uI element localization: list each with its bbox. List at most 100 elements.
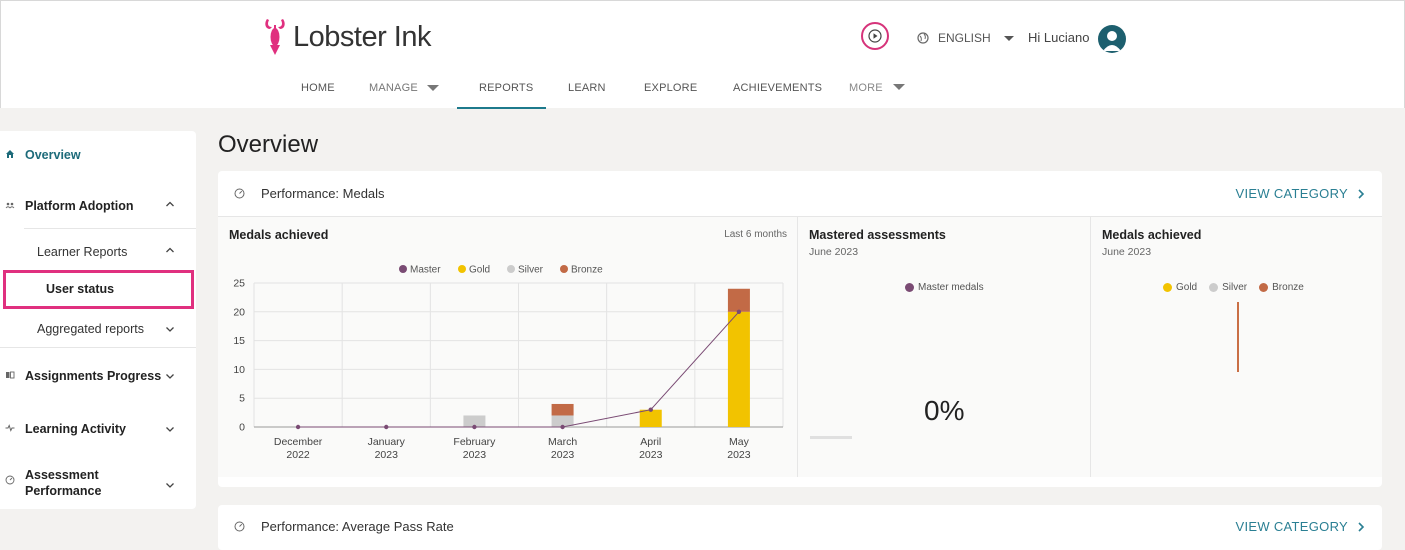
sidebar-item-label: Learner Reports xyxy=(37,245,128,259)
bar-bronze xyxy=(551,403,574,416)
language-label: ENGLISH xyxy=(938,31,991,45)
play-button[interactable] xyxy=(861,22,889,50)
nav-active-indicator xyxy=(457,107,546,109)
globe-icon xyxy=(917,32,929,44)
nav-reports[interactable]: REPORTS xyxy=(479,82,534,94)
chevron-down-icon xyxy=(166,483,174,488)
legend-dot xyxy=(399,265,407,273)
home-icon xyxy=(6,150,14,158)
gauge-icon xyxy=(234,521,245,532)
nav-home[interactable]: HOME xyxy=(301,82,335,94)
nav-manage[interactable]: MANAGE xyxy=(369,82,418,94)
sidebar-item-label: Learning Activity xyxy=(25,422,126,436)
y-tick-label: 15 xyxy=(233,335,245,347)
sidebar-item-learner-reports[interactable]: Learner Reports xyxy=(0,244,196,260)
bar-bronze xyxy=(727,288,750,312)
x-tick-label: March xyxy=(548,436,577,448)
nav-achievements[interactable]: ACHIEVEMENTS xyxy=(733,82,823,94)
sidebar-item-aggregated-reports[interactable]: Aggregated reports xyxy=(0,321,196,337)
legend-dot xyxy=(905,283,914,292)
medals-card: Performance: Medals VIEW CATEGORY Medals… xyxy=(218,171,1382,487)
user-greeting[interactable]: Hi Luciano xyxy=(1028,30,1090,45)
nav-more[interactable]: MORE xyxy=(849,82,883,94)
chevron-up-icon xyxy=(166,201,174,207)
pass-rate-card: Performance: Average Pass Rate VIEW CATE… xyxy=(218,505,1382,550)
bar-silver xyxy=(463,415,486,427)
sidebar-item-label: Platform Adoption xyxy=(25,199,134,213)
medals-bar-chart: Master Gold Silver Bronze 0 5 10 15 20 25 December… xyxy=(233,265,784,461)
master-point xyxy=(648,407,653,412)
caret-down-icon[interactable] xyxy=(1004,36,1014,41)
lobster-icon xyxy=(265,19,285,55)
legend-dot xyxy=(458,265,466,273)
sidebar-item-assessment-performance[interactable]: Assessment Performance xyxy=(0,467,196,501)
chevron-up-icon xyxy=(166,247,174,253)
master-line xyxy=(298,311,740,428)
medals-achieved-chart-panel: Medals achieved Last 6 months Master Gold… xyxy=(218,217,797,477)
master-point xyxy=(560,424,565,430)
legend-dot xyxy=(1209,283,1219,292)
avatar[interactable] xyxy=(1098,25,1126,53)
x-tick-label: January xyxy=(368,436,406,448)
x-tick-label: February xyxy=(453,436,496,448)
sidebar-item-overview[interactable]: Overview xyxy=(0,147,196,163)
gauge-icon xyxy=(234,188,245,199)
x-tick-label: 2023 xyxy=(551,449,575,461)
legend-item-bronze[interactable]: Bronze xyxy=(1259,282,1304,293)
chevron-down-icon xyxy=(166,427,174,432)
legend-label: Master medals xyxy=(918,282,984,293)
y-tick-label: 25 xyxy=(233,278,245,290)
sidebar: Overview Platform Adoption Learner Repor… xyxy=(0,131,196,509)
chevron-down-icon[interactable] xyxy=(427,85,439,91)
sidebar-item-user-status[interactable]: User status xyxy=(3,270,194,309)
card-title: Performance: Average Pass Rate xyxy=(261,519,454,534)
chevron-down-icon[interactable] xyxy=(893,84,905,90)
legend-label: Silver xyxy=(1222,282,1248,293)
chevron-right-icon[interactable] xyxy=(1357,522,1365,532)
play-icon xyxy=(868,29,882,43)
main-nav: HOME MANAGE REPORTS LEARN EXPLORE ACHIEV… xyxy=(1,70,1404,109)
nav-explore[interactable]: EXPLORE xyxy=(644,82,698,94)
legend-item[interactable]: Master medals xyxy=(905,282,984,293)
sidebar-item-label: Assignments Progress xyxy=(25,369,162,383)
legend-item-gold[interactable]: Gold xyxy=(1163,282,1197,293)
legend-label: Gold xyxy=(469,265,490,276)
bar-silver xyxy=(551,415,574,427)
activity-icon xyxy=(5,424,15,432)
legend-label: Gold xyxy=(1176,282,1198,293)
legend-item-silver[interactable]: Silver xyxy=(1209,282,1247,293)
nav-learn[interactable]: LEARN xyxy=(568,82,606,94)
sidebar-item-label: Performance xyxy=(25,484,102,498)
x-tick-label: April xyxy=(640,436,661,448)
mastered-assessments-panel: Mastered assessments June 2023 Master me… xyxy=(797,217,1090,477)
x-tick-label: 2023 xyxy=(463,449,487,461)
chart-legend: Master medals xyxy=(905,282,996,293)
sidebar-item-learning-activity[interactable]: Learning Activity xyxy=(0,421,196,437)
users-icon xyxy=(5,202,15,209)
top-header: Lobster Ink ENGLISH Hi Luciano HOME MANA… xyxy=(0,0,1405,109)
panel-date: June 2023 xyxy=(1102,246,1152,258)
view-category-link[interactable]: VIEW CATEGORY xyxy=(1235,186,1348,201)
mastered-percent: 0% xyxy=(924,395,965,426)
divider xyxy=(24,228,196,229)
card-title: Performance: Medals xyxy=(261,186,385,201)
sidebar-item-assignments-progress[interactable]: Assignments Progress xyxy=(0,368,196,384)
x-tick-label: May xyxy=(729,436,750,448)
y-tick-label: 20 xyxy=(233,306,245,318)
brand-logo[interactable]: Lobster Ink xyxy=(263,17,431,57)
sidebar-item-label: Overview xyxy=(25,148,81,162)
view-category-link[interactable]: VIEW CATEGORY xyxy=(1235,519,1348,534)
legend-label: Bronze xyxy=(1272,282,1304,293)
y-tick-label: 5 xyxy=(239,393,245,405)
language-selector[interactable]: ENGLISH xyxy=(917,31,991,45)
legend-label: Silver xyxy=(518,265,544,276)
chevron-down-icon xyxy=(166,327,174,332)
date-range-label: Last 6 months xyxy=(724,229,787,240)
sidebar-item-label: Aggregated reports xyxy=(37,322,145,336)
legend-dot xyxy=(507,265,515,273)
divider xyxy=(0,347,196,348)
chevron-right-icon[interactable] xyxy=(1357,189,1365,199)
gauge-icon xyxy=(5,475,15,485)
progress-track xyxy=(810,436,852,439)
sidebar-item-platform-adoption[interactable]: Platform Adoption xyxy=(0,198,196,214)
